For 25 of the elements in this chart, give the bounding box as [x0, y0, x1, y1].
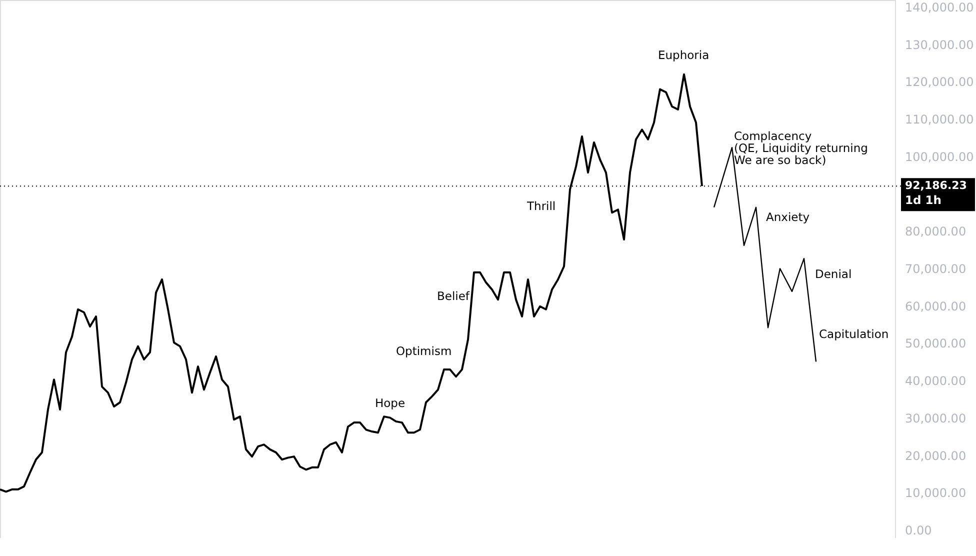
y-tick-label: 10,000.00 [905, 486, 966, 500]
ref-line-label: 92,186.23 [905, 179, 967, 192]
annotation: Thrill [526, 199, 556, 213]
annotation: Euphoria [658, 48, 710, 62]
annotation: Complacency (QE, Liquidity returning We are so back) [734, 129, 868, 167]
annotation: Capitulation [819, 327, 889, 341]
annotation: Hope [375, 396, 406, 410]
annotation: Belief [437, 289, 470, 303]
text: 1d 1h [905, 193, 942, 208]
y-tick-label: 140,000.00 [905, 0, 974, 14]
y-tick-label: 100,000.00 [905, 150, 974, 164]
annotation: Anxiety [766, 210, 810, 224]
y-tick-label: 120,000.00 [905, 75, 974, 90]
y-tick-label: 0.00 [905, 524, 932, 538]
y-tick-label: 50,000.00 [905, 336, 966, 351]
y-tick-label: 60,000.00 [905, 299, 966, 314]
y-tick-label: 110,000.00 [905, 112, 974, 127]
y-tick-label: 130,000.00 [905, 38, 974, 52]
y-tick-label: 30,000.00 [905, 411, 966, 426]
y-tick-label: 20,000.00 [905, 448, 966, 463]
y-tick-label: 70,000.00 [905, 262, 966, 276]
annotation: Denial [815, 267, 852, 281]
y-tick-label: 80,000.00 [905, 224, 966, 239]
y-tick-label: 40,000.00 [905, 374, 966, 388]
annotation: Optimism [396, 344, 452, 358]
